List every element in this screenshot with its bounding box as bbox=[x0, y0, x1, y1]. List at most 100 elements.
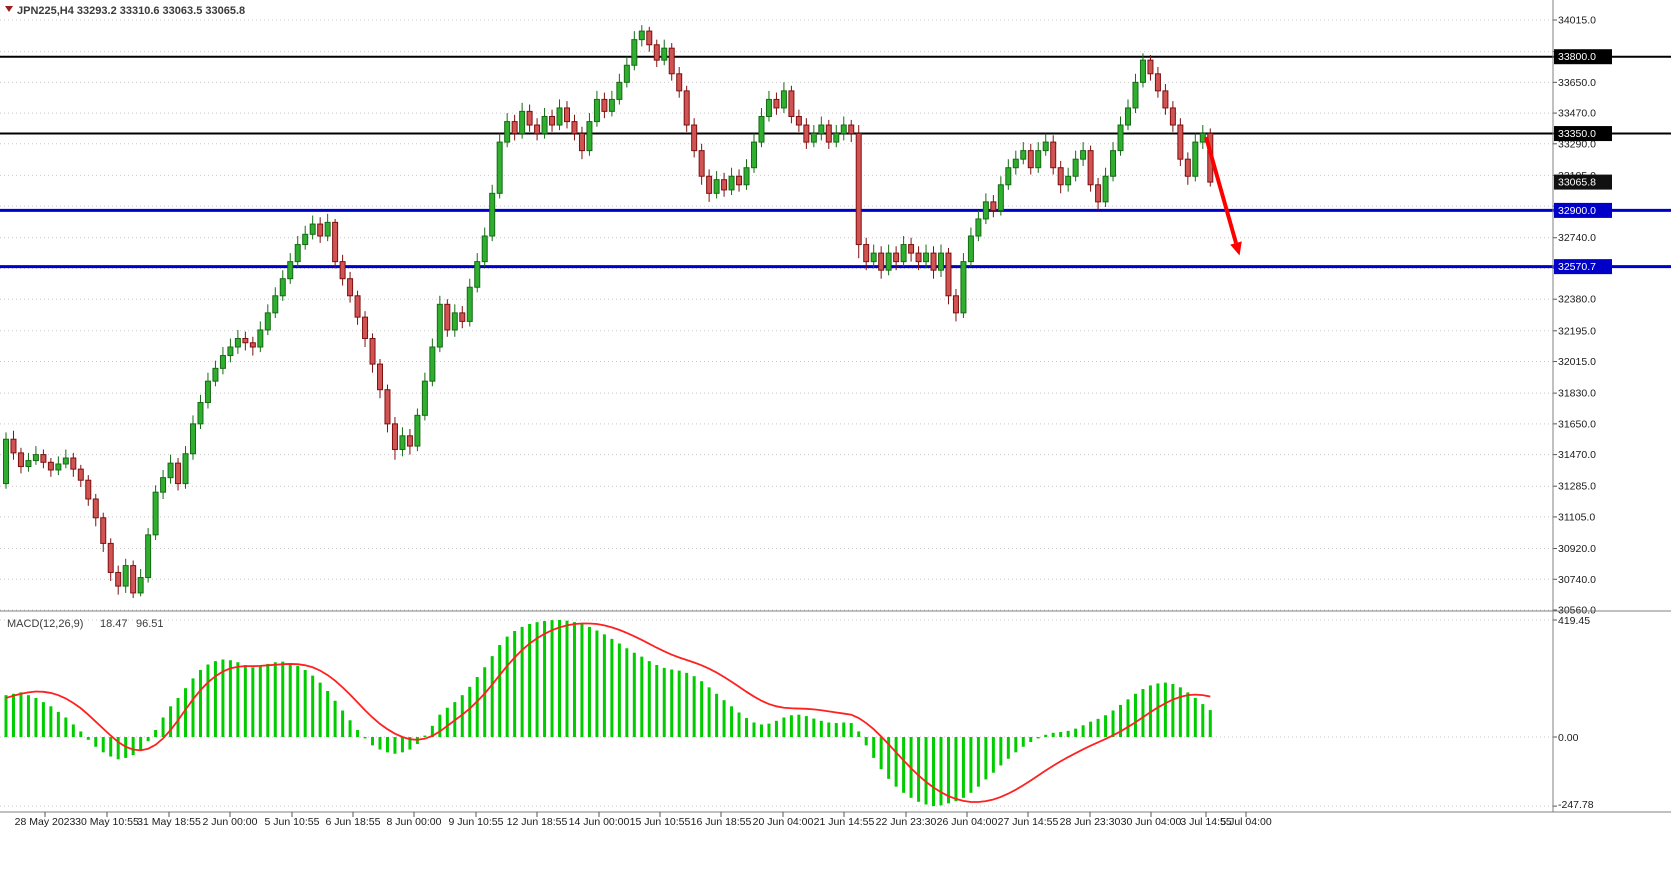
candle-body bbox=[474, 261, 481, 288]
sell-arrow-head[interactable] bbox=[1230, 241, 1242, 256]
candle-body bbox=[788, 90, 795, 117]
time-axis-label: 9 Jun 10:55 bbox=[449, 816, 504, 828]
macd-grid-layer bbox=[0, 619, 1557, 807]
candle-body bbox=[773, 98, 780, 109]
candle-body bbox=[1192, 141, 1199, 177]
candle-body bbox=[197, 402, 204, 425]
chart-frame bbox=[0, 0, 1671, 813]
price-axis-label: 32195.0 bbox=[1558, 325, 1596, 337]
candle-body bbox=[945, 252, 952, 297]
candle-body bbox=[721, 179, 728, 191]
time-axis-label: 2 Jun 00:00 bbox=[203, 816, 258, 828]
candle-body bbox=[803, 124, 810, 143]
candle-body bbox=[668, 47, 675, 75]
macd-signal-layer bbox=[5, 622, 1211, 803]
candle-body bbox=[1065, 175, 1072, 186]
candle-body bbox=[1110, 150, 1117, 177]
candle-body bbox=[1057, 167, 1064, 186]
candle-body bbox=[332, 221, 339, 263]
candle-body bbox=[1139, 59, 1146, 83]
horizontal-lines-layer bbox=[0, 55, 1671, 269]
time-axis-label: 26 Jun 04:00 bbox=[937, 816, 998, 828]
candle-body bbox=[653, 44, 660, 61]
price-axis-label: 31830.0 bbox=[1558, 388, 1596, 400]
price-axis-label: 30740.0 bbox=[1558, 574, 1596, 586]
trend-arrow-layer bbox=[1204, 136, 1242, 256]
candle-body bbox=[1012, 158, 1019, 169]
price-badge-label: 33800.0 bbox=[1558, 51, 1596, 63]
candle-body bbox=[1020, 150, 1027, 160]
candle-body bbox=[549, 115, 556, 126]
candle-body bbox=[339, 261, 346, 280]
candle-body bbox=[810, 133, 817, 143]
price-axis-label: 30920.0 bbox=[1558, 543, 1596, 555]
time-axis-label: 15 Jun 10:55 bbox=[630, 816, 691, 828]
time-axis-label: 14 Jun 00:00 bbox=[569, 816, 630, 828]
candle-body bbox=[17, 452, 24, 468]
candle-body bbox=[601, 98, 608, 112]
price-badge-label: 33350.0 bbox=[1558, 128, 1596, 140]
price-grid-layer: 34015.033650.033470.033290.033105.032740… bbox=[0, 15, 1596, 617]
candle-body bbox=[160, 477, 167, 493]
candle-body bbox=[511, 121, 518, 135]
sell-arrow-line[interactable] bbox=[1204, 136, 1238, 244]
price-badge-label: 32570.7 bbox=[1558, 261, 1596, 273]
time-axis-label: 12 Jun 18:55 bbox=[507, 816, 568, 828]
candle-body bbox=[92, 498, 99, 519]
candle-body bbox=[1042, 141, 1049, 152]
price-axis-label: 33470.0 bbox=[1558, 108, 1596, 120]
candle-body bbox=[795, 115, 802, 126]
candle-body bbox=[1154, 73, 1161, 92]
candle-body bbox=[167, 462, 174, 479]
candle-body bbox=[504, 121, 511, 143]
time-axis-label: 3 Jul 14:55 bbox=[1180, 816, 1232, 828]
candle-body bbox=[885, 252, 892, 271]
candle-body bbox=[751, 141, 757, 169]
candle-body bbox=[893, 252, 900, 263]
candle-body bbox=[1005, 167, 1012, 186]
candle-body bbox=[1102, 175, 1109, 203]
time-axis-label: 27 Jun 14:55 bbox=[998, 816, 1059, 828]
time-axis-label: 21 Jun 14:55 bbox=[814, 816, 875, 828]
candle-body bbox=[309, 223, 316, 235]
candle-body bbox=[833, 133, 840, 143]
price-axis-label: 34015.0 bbox=[1558, 15, 1596, 27]
candle-body bbox=[1184, 158, 1191, 177]
candle-body bbox=[736, 175, 743, 186]
candle-body bbox=[556, 107, 563, 126]
candle-body bbox=[1117, 124, 1124, 152]
candle-body bbox=[466, 286, 473, 322]
candle-body bbox=[1162, 90, 1169, 109]
candle-body bbox=[930, 252, 937, 271]
time-axis-label: 31 May 18:55 bbox=[137, 816, 201, 828]
candle-body bbox=[107, 542, 114, 573]
candle-body bbox=[1050, 141, 1057, 169]
candle-body bbox=[923, 252, 930, 263]
candle-body bbox=[855, 133, 862, 246]
price-badge bbox=[1554, 202, 1612, 218]
candle-body bbox=[631, 39, 638, 66]
candle-body bbox=[429, 346, 436, 382]
price-axis-label: 31285.0 bbox=[1558, 481, 1596, 493]
candle-body bbox=[541, 115, 548, 135]
candle-body bbox=[564, 107, 570, 123]
candle-body bbox=[100, 517, 107, 544]
candle-body bbox=[414, 414, 421, 447]
candle-body bbox=[863, 244, 870, 263]
candle-body bbox=[47, 461, 54, 471]
candle-body bbox=[608, 98, 615, 112]
candle-body bbox=[40, 454, 47, 463]
time-axis-label: 28 Jun 23:30 bbox=[1060, 816, 1121, 828]
price-badges-layer: 33800.0 33350.0 33065.8 32900.0 32570.7 bbox=[1554, 49, 1612, 275]
candle-body bbox=[616, 81, 623, 100]
price-badge bbox=[1554, 259, 1612, 275]
candle-body bbox=[145, 534, 152, 579]
candle-body bbox=[391, 423, 398, 450]
candle-body bbox=[3, 438, 9, 485]
candle-body bbox=[825, 124, 832, 143]
candle-body bbox=[691, 124, 698, 152]
candle-body bbox=[758, 115, 765, 143]
time-axis-label: 5 Jul 04:00 bbox=[1220, 816, 1272, 828]
